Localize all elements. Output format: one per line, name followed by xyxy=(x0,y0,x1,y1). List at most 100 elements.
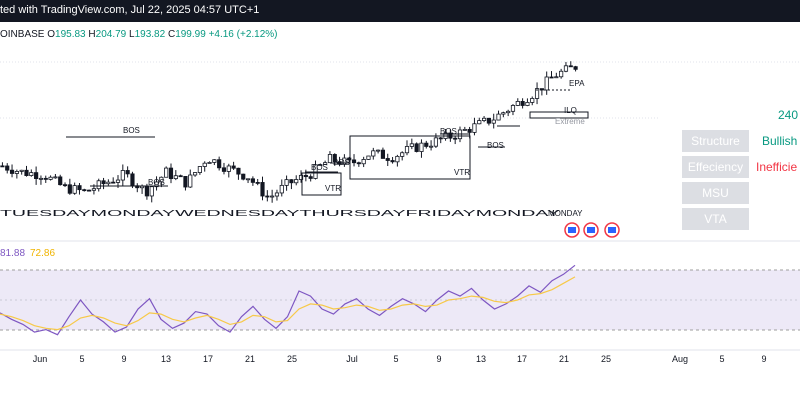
candle-body xyxy=(534,88,540,99)
candle-body xyxy=(510,105,516,112)
candle-body xyxy=(96,180,101,190)
msu-button[interactable]: MSU xyxy=(682,182,749,204)
candle-body xyxy=(294,179,299,184)
candle-body xyxy=(559,70,564,78)
candle-body xyxy=(24,169,29,176)
candle-body xyxy=(53,176,58,179)
candle-body xyxy=(106,181,111,185)
candle-body xyxy=(404,146,410,154)
candle-body xyxy=(188,174,193,188)
candle-body xyxy=(323,162,328,166)
candle-body xyxy=(164,167,169,178)
candle-body xyxy=(38,177,44,180)
structure-button[interactable]: Structure xyxy=(682,130,749,152)
rsi-series-line xyxy=(0,276,576,331)
candle-body xyxy=(0,165,5,168)
time-axis-tick: Jun xyxy=(33,354,48,364)
candle-body xyxy=(91,188,97,191)
candle-body xyxy=(5,165,10,171)
candle-body xyxy=(48,176,53,180)
candle-body xyxy=(366,155,371,160)
candle-body xyxy=(245,178,251,181)
time-axis-tick: 9 xyxy=(121,354,126,364)
candle-body xyxy=(87,189,92,192)
annotation-label: BOS xyxy=(440,127,457,136)
structure-box xyxy=(349,135,471,180)
candle-body xyxy=(356,162,361,165)
candle-body xyxy=(29,172,34,176)
time-axis-tick: 21 xyxy=(559,354,569,364)
candle-body xyxy=(212,159,217,163)
time-axis-tick: 9 xyxy=(436,354,441,364)
time-axis-tick: 13 xyxy=(476,354,486,364)
time-axis-tick: Jul xyxy=(346,354,358,364)
candle-body xyxy=(549,76,554,79)
candle-body xyxy=(284,179,289,186)
candle-body xyxy=(530,98,535,103)
candle-body xyxy=(149,186,154,197)
time-axis-tick: 13 xyxy=(161,354,171,364)
candle-body xyxy=(433,137,438,147)
candle-body xyxy=(380,149,386,159)
candle-body xyxy=(563,65,569,72)
candle-body xyxy=(481,117,487,121)
ohlc-legend: OINBASE O195.83 H204.79 L193.82 C199.99 … xyxy=(0,29,278,40)
candle-body xyxy=(120,170,125,181)
candle-body xyxy=(226,165,231,172)
price-chart[interactable]: BOS BOS BOS BOS BOS BOS VTR VTR EPA ILQ Extreme TUE… xyxy=(0,22,800,400)
ilq-box xyxy=(529,111,589,119)
candle-body xyxy=(332,154,337,163)
candle-body xyxy=(159,176,164,183)
candle-body xyxy=(111,181,116,184)
candle-body xyxy=(255,182,260,184)
chart-title: ted with TradingView.com, Jul 22, 2025 0… xyxy=(0,4,260,16)
low-value: 193.82 xyxy=(134,29,166,40)
candle-body xyxy=(101,180,106,185)
vta-button[interactable]: VTA xyxy=(682,208,749,230)
candle-body xyxy=(236,167,241,175)
candle-body xyxy=(472,123,477,133)
candle-body xyxy=(265,195,270,198)
candle-body xyxy=(477,120,482,125)
event-icon-flag xyxy=(587,227,595,233)
candle-body xyxy=(14,171,19,174)
efficiency-button[interactable]: Effeciency xyxy=(682,156,749,178)
annotation-label: ILQ xyxy=(564,106,577,115)
candle-body xyxy=(82,189,87,192)
candle-body xyxy=(429,145,434,148)
candle-body xyxy=(183,176,188,188)
time-axis-tick: 25 xyxy=(601,354,611,364)
candle-body xyxy=(62,184,68,187)
candle-body xyxy=(34,172,39,180)
candle-body xyxy=(270,195,275,198)
candle-body xyxy=(351,159,357,164)
annotation-label: VTR xyxy=(454,168,470,177)
structure-value: Bullish xyxy=(762,134,798,148)
candle-body xyxy=(520,101,525,106)
candle-body xyxy=(400,152,405,157)
candle-body xyxy=(371,150,376,157)
candle-body xyxy=(409,143,414,147)
time-axis-tick: 5 xyxy=(719,354,724,364)
candle-body xyxy=(554,76,559,79)
candle-body xyxy=(462,128,467,131)
candle-body xyxy=(491,119,496,124)
candle-body xyxy=(279,184,284,194)
annotation-label: EPA xyxy=(569,79,585,88)
time-axis-tick: 9 xyxy=(761,354,766,364)
structure-box xyxy=(301,172,342,196)
annotation-label: BOS xyxy=(311,163,328,172)
candle-body xyxy=(19,169,24,172)
efficiency-value: Inefficie xyxy=(756,160,798,174)
candle-body xyxy=(347,157,352,161)
candle-body xyxy=(385,158,390,161)
candle-body xyxy=(486,117,491,124)
candle-body xyxy=(568,65,573,68)
candle-body xyxy=(221,167,227,172)
candle-body xyxy=(395,155,400,163)
candle-body xyxy=(424,142,429,147)
candle-body xyxy=(154,181,159,188)
candle-body xyxy=(274,192,280,197)
candle-body xyxy=(308,176,313,179)
candle-body xyxy=(67,184,72,194)
